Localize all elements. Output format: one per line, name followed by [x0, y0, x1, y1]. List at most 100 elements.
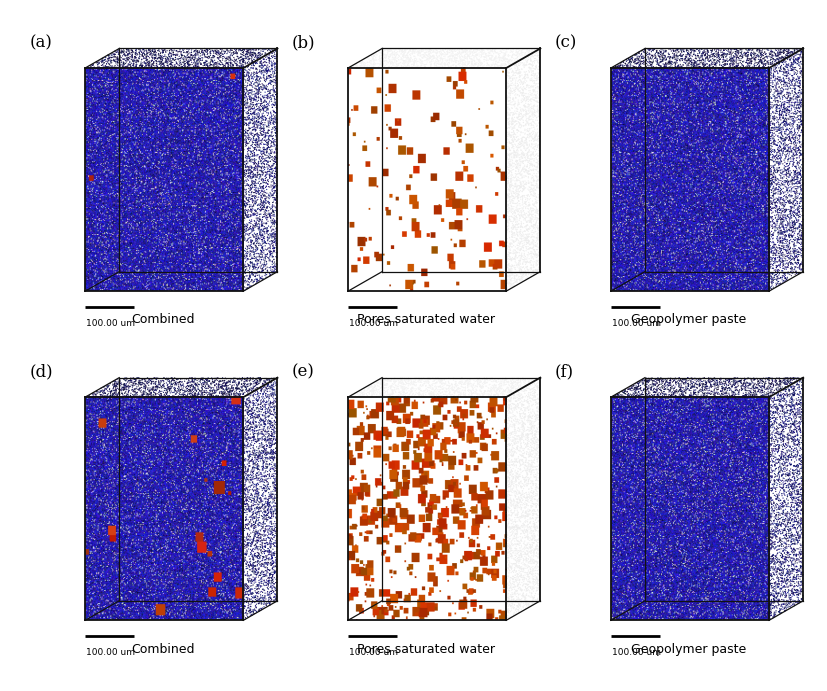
Point — [791, 489, 804, 500]
Point — [783, 552, 796, 563]
Point — [370, 384, 383, 395]
Point — [765, 589, 778, 600]
Point — [261, 196, 275, 207]
Point — [170, 58, 184, 69]
Point — [111, 56, 124, 67]
Point — [241, 562, 255, 574]
Point — [791, 522, 804, 533]
Point — [788, 253, 801, 264]
Point — [143, 377, 156, 388]
Point — [425, 386, 438, 397]
Point — [178, 44, 191, 55]
Point — [533, 117, 546, 129]
Point — [772, 587, 786, 598]
Point — [248, 83, 261, 94]
Point — [785, 533, 798, 545]
Point — [182, 57, 195, 68]
Point — [529, 135, 543, 146]
Point — [629, 380, 643, 391]
Point — [127, 59, 140, 70]
Point — [220, 377, 233, 388]
Point — [502, 177, 515, 188]
Point — [188, 62, 201, 73]
Point — [510, 149, 523, 160]
Point — [703, 377, 716, 388]
Point — [237, 176, 251, 187]
Point — [789, 146, 802, 158]
Point — [506, 527, 519, 538]
Point — [501, 109, 514, 120]
Point — [243, 422, 256, 433]
Point — [784, 156, 797, 167]
Point — [255, 254, 268, 265]
Point — [685, 381, 698, 392]
Point — [648, 386, 661, 397]
Point — [237, 538, 251, 549]
Point — [410, 391, 423, 402]
Point — [244, 156, 257, 167]
Point — [512, 50, 525, 61]
Point — [519, 69, 532, 80]
Point — [772, 132, 786, 143]
Point — [508, 410, 521, 422]
Point — [523, 223, 537, 234]
Point — [773, 244, 786, 255]
Point — [793, 437, 806, 448]
Point — [242, 586, 256, 597]
Point — [793, 515, 806, 526]
Point — [256, 53, 270, 64]
Point — [675, 386, 688, 397]
Point — [767, 263, 780, 274]
Point — [265, 424, 279, 435]
Point — [791, 68, 804, 79]
Point — [739, 62, 752, 73]
Point — [765, 419, 778, 430]
Point — [505, 55, 519, 66]
Point — [766, 137, 779, 148]
Point — [794, 244, 807, 255]
Point — [776, 392, 789, 404]
Point — [449, 56, 462, 67]
Point — [241, 270, 254, 281]
Point — [782, 455, 795, 466]
Point — [641, 384, 654, 395]
Point — [263, 92, 276, 103]
Point — [784, 492, 797, 503]
Point — [241, 583, 255, 594]
Point — [622, 390, 635, 401]
Point — [140, 59, 153, 70]
Point — [261, 45, 275, 56]
Point — [227, 377, 241, 388]
Point — [502, 167, 515, 178]
Point — [396, 377, 409, 388]
Point — [635, 377, 648, 388]
Point — [251, 491, 264, 502]
Point — [520, 492, 533, 503]
Point — [786, 115, 800, 126]
Point — [764, 607, 777, 618]
Point — [751, 382, 764, 393]
Point — [783, 490, 796, 501]
Point — [265, 518, 279, 529]
Point — [187, 52, 200, 63]
Point — [161, 381, 174, 392]
Point — [770, 471, 783, 482]
Point — [508, 579, 521, 590]
Point — [194, 373, 208, 384]
Point — [772, 65, 786, 76]
Point — [257, 483, 270, 494]
Point — [769, 434, 782, 445]
Point — [677, 377, 691, 388]
Point — [248, 231, 261, 243]
Point — [522, 215, 535, 226]
Point — [389, 384, 402, 395]
Point — [393, 391, 406, 402]
Point — [396, 46, 409, 57]
Point — [251, 396, 264, 407]
Point — [480, 372, 494, 384]
Point — [500, 508, 514, 519]
Point — [500, 256, 514, 267]
Point — [520, 139, 533, 150]
Point — [639, 61, 653, 72]
Point — [728, 44, 741, 55]
